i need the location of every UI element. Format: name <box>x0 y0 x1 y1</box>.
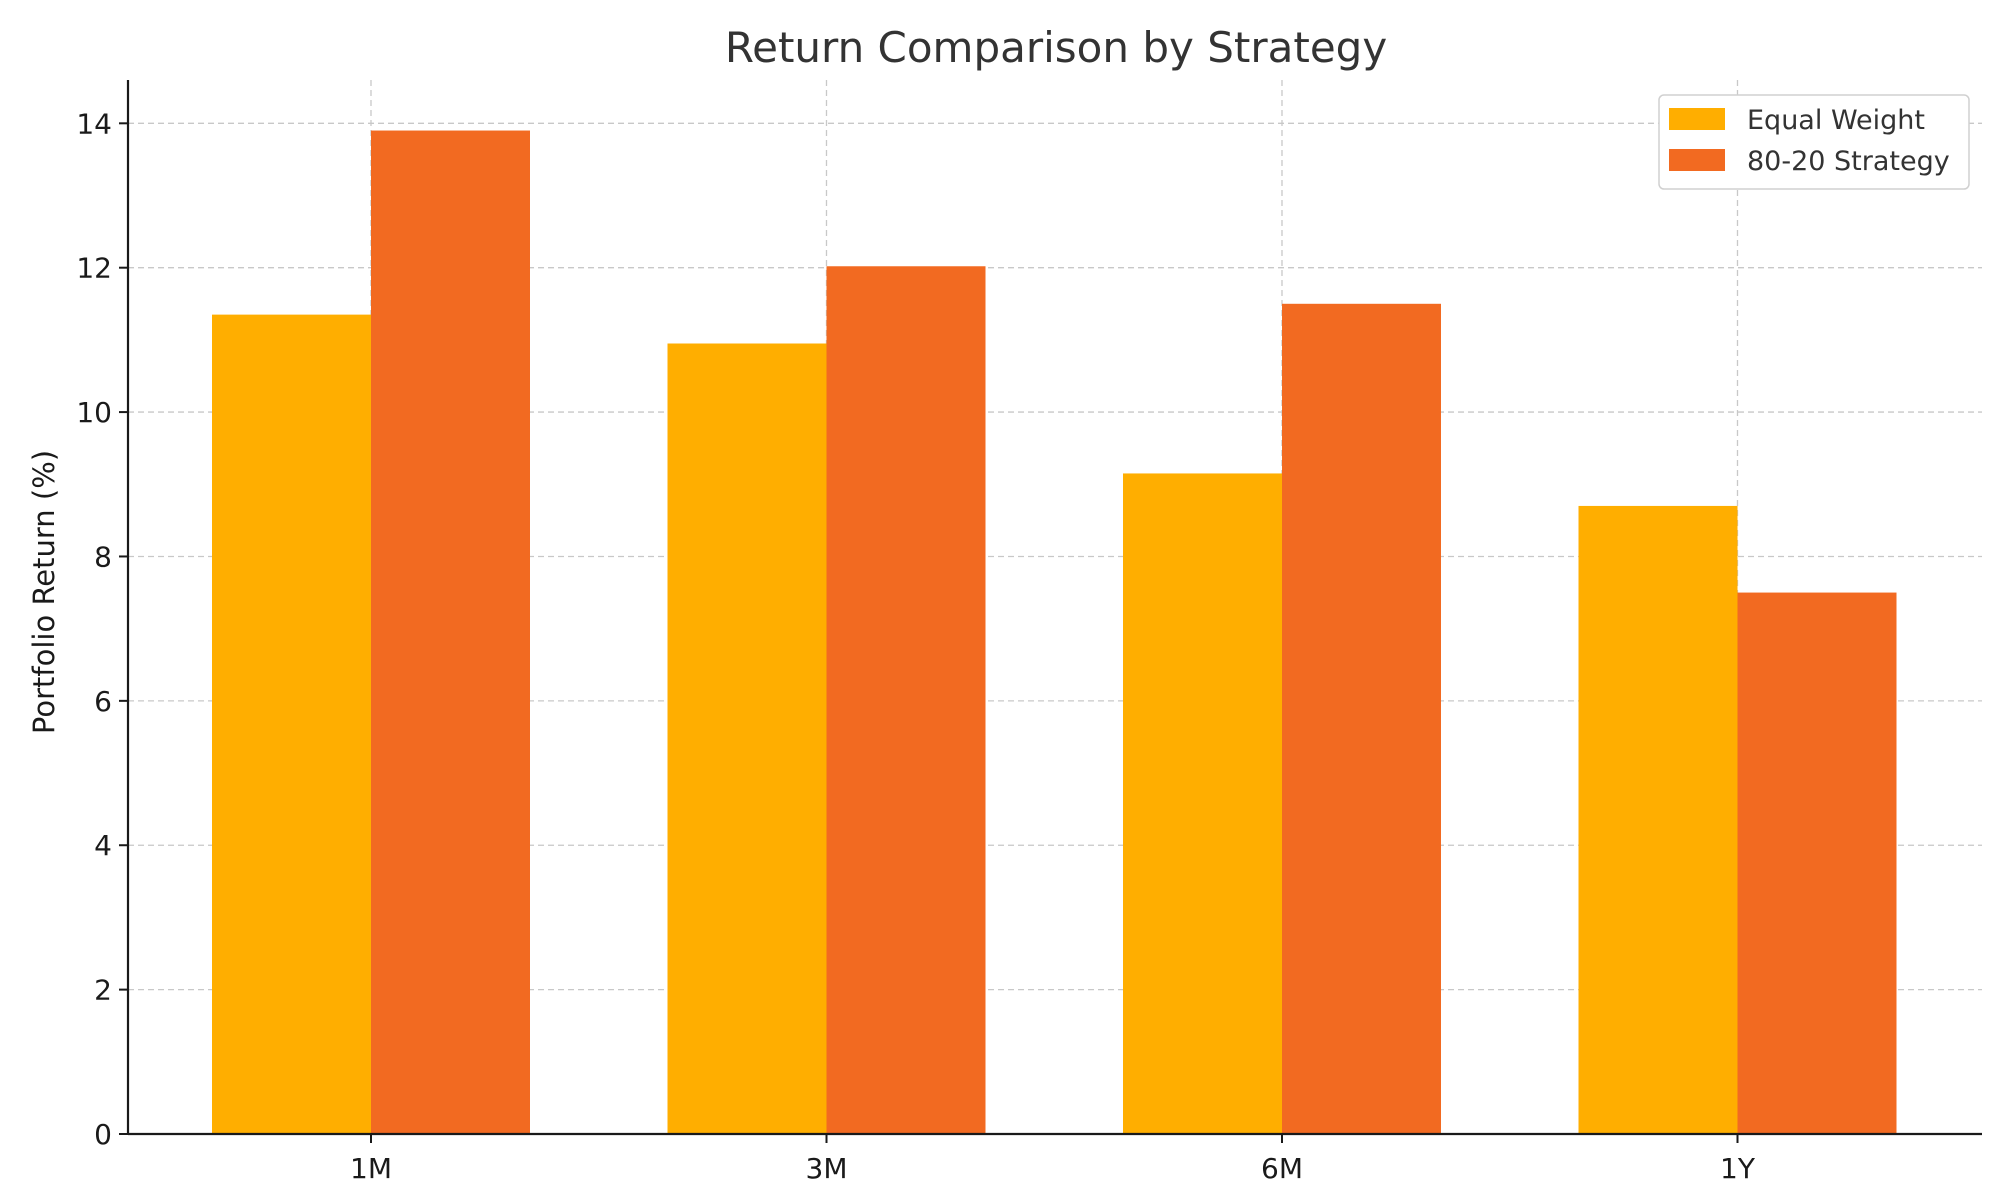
legend-label: 80-20 Strategy <box>1747 146 1950 177</box>
bar-80-20-strategy-3m <box>826 266 986 1135</box>
x-tick-label: 6M <box>1261 1152 1303 1185</box>
bar-equal-weight-3m <box>667 343 827 1134</box>
y-tick-label: 10 <box>76 396 112 429</box>
y-tick-label: 4 <box>94 829 112 862</box>
x-tick-label: 1Y <box>1720 1152 1756 1185</box>
bar-80-20-strategy-1y <box>1737 592 1897 1134</box>
bars <box>212 130 1897 1135</box>
legend-label: Equal Weight <box>1747 105 1925 136</box>
bar-equal-weight-6m <box>1123 473 1282 1134</box>
y-tick-label: 8 <box>94 540 112 573</box>
y-tick-label: 6 <box>94 685 112 718</box>
x-tick-label: 1M <box>350 1152 392 1185</box>
legend-swatch <box>1669 149 1725 171</box>
chart-title: Return Comparison by Strategy <box>725 23 1387 72</box>
legend-frame <box>1658 94 1970 190</box>
bar-80-20-strategy-6m <box>1282 303 1441 1134</box>
y-axis-title: Portfolio Return (%) <box>27 450 61 734</box>
legend: Equal Weight 80-20 Strategy <box>1658 94 1970 190</box>
legend-swatch <box>1669 108 1725 130</box>
y-tick-label: 14 <box>76 107 112 140</box>
bar-equal-weight-1m <box>212 314 371 1134</box>
y-tick-label: 2 <box>94 974 112 1007</box>
y-tick-label: 12 <box>76 252 112 285</box>
x-tick-label: 3M <box>806 1152 848 1185</box>
y-tick-label: 0 <box>94 1118 112 1151</box>
axes: 0 2 4 6 8 10 12 14 1M 3M 6M 1Y <box>76 80 1982 1185</box>
bar-80-20-strategy-1m <box>371 130 530 1134</box>
bar-equal-weight-1y <box>1578 505 1738 1134</box>
